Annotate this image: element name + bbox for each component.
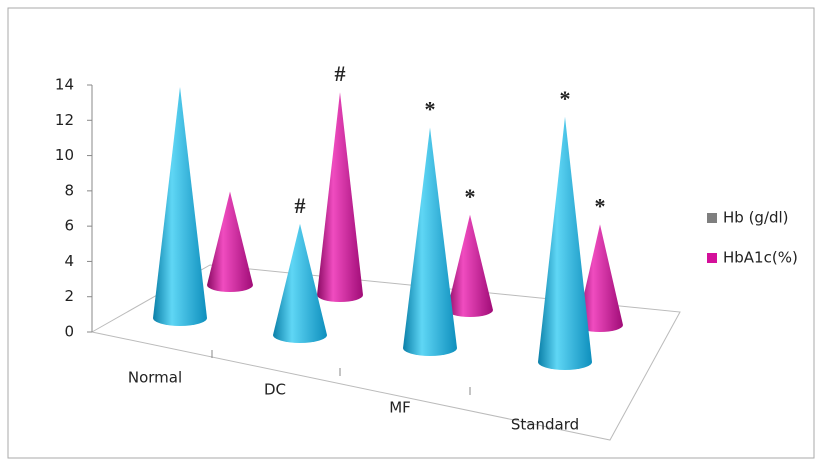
cone bbox=[317, 92, 363, 302]
annotation: * bbox=[465, 184, 476, 209]
cone bbox=[153, 86, 207, 326]
y-tick-label: 10 bbox=[55, 146, 74, 164]
legend-swatch bbox=[707, 253, 717, 263]
cone bbox=[207, 191, 253, 292]
annotation: # bbox=[335, 61, 346, 86]
legend-swatch bbox=[707, 213, 717, 223]
x-tick-label: Standard bbox=[511, 416, 579, 434]
y-tick-label: 6 bbox=[64, 217, 74, 235]
legend-label: HbA1c(%) bbox=[723, 249, 798, 267]
x-tick-label: Normal bbox=[128, 369, 182, 387]
y-tick-label: 2 bbox=[64, 287, 74, 305]
y-tick-label: 8 bbox=[64, 181, 74, 199]
annotation: * bbox=[560, 86, 571, 111]
cone bbox=[403, 127, 457, 356]
y-tick-label: 0 bbox=[64, 323, 74, 341]
x-tick-label: MF bbox=[389, 399, 411, 417]
y-tick-label: 12 bbox=[55, 111, 74, 129]
cone bbox=[538, 116, 592, 370]
annotation: * bbox=[595, 193, 606, 218]
y-tick-label: 14 bbox=[55, 76, 74, 94]
y-tick-label: 4 bbox=[64, 252, 74, 270]
x-tick-label: DC bbox=[264, 381, 286, 399]
cone bbox=[577, 224, 623, 332]
legend-label: Hb (g/dl) bbox=[723, 209, 789, 227]
cone bbox=[273, 223, 327, 343]
annotation: # bbox=[295, 193, 306, 218]
annotation: * bbox=[425, 97, 436, 122]
cone bbox=[447, 214, 493, 317]
frame bbox=[7, 7, 815, 459]
